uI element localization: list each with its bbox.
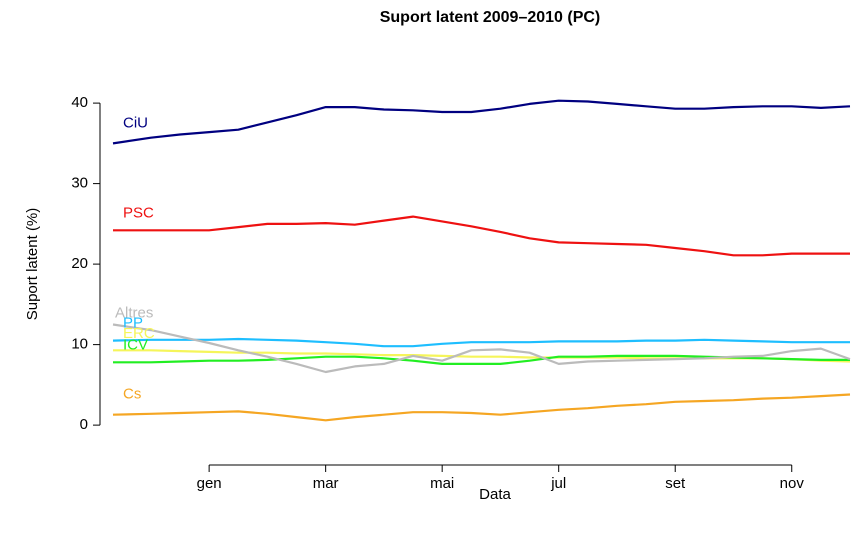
y-tick-label: 0 (80, 416, 88, 433)
series-line (112, 337, 850, 348)
x-tick-label: jul (550, 475, 566, 492)
x-tick-label: gen (197, 475, 222, 492)
series-line (112, 323, 851, 374)
series-label: Altres (115, 304, 153, 321)
series-line (112, 393, 851, 422)
x-tick-label: mai (430, 475, 454, 492)
chart-title: Suport latent 2009–2010 (PC) (380, 9, 601, 26)
x-tick-label: mar (313, 475, 339, 492)
y-tick-label: 30 (71, 175, 88, 192)
series-line (112, 99, 851, 145)
series-label: ICV (123, 336, 148, 353)
y-axis-label: Suport latent (%) (24, 208, 41, 321)
x-tick-label: set (665, 475, 686, 492)
y-tick-label: 10 (71, 336, 88, 353)
y-tick-label: 20 (71, 255, 88, 272)
x-tick-label: nov (780, 475, 805, 492)
series-label: ERC (123, 325, 155, 342)
series-label: PP (123, 315, 143, 332)
series-label: CiU (123, 114, 148, 131)
series-label: PSC (123, 204, 154, 221)
series-label: Cs (123, 386, 141, 403)
y-tick-label: 40 (71, 94, 88, 111)
x-axis-label: Data (479, 486, 511, 503)
series-line (113, 215, 850, 257)
